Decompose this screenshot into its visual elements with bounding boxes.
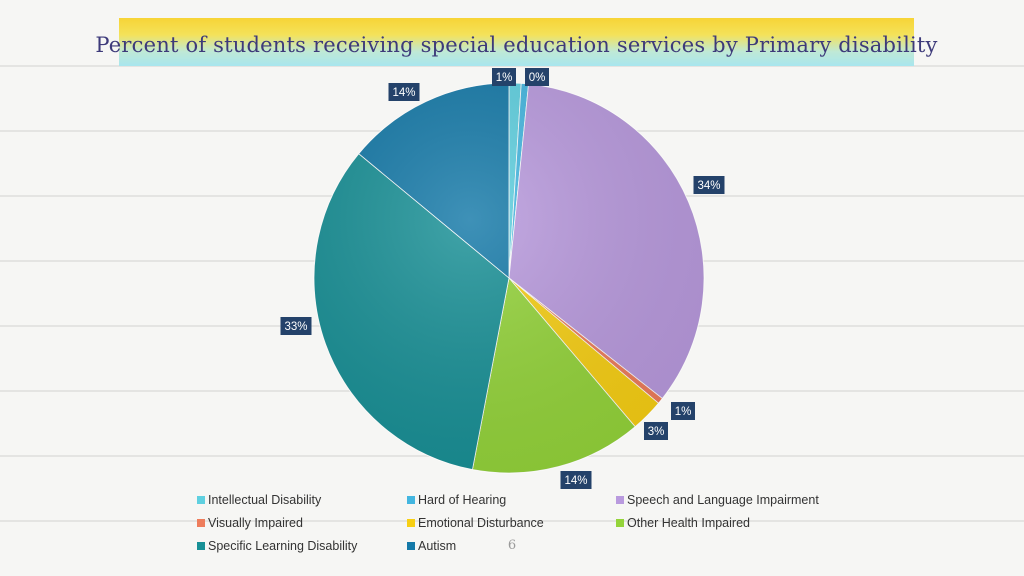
data-label-text: 1% (496, 72, 513, 84)
data-label-text: 3% (648, 426, 665, 438)
data-label: 3% (644, 422, 668, 440)
legend-label: Visually Impaired (208, 516, 303, 530)
legend-label: Hard of Hearing (418, 493, 507, 507)
data-label: 14% (560, 471, 592, 489)
legend-item: Hard of Hearing (407, 491, 616, 509)
legend-swatch (616, 496, 624, 504)
legend-label: Other Health Impaired (627, 516, 750, 530)
data-label-text: 14% (564, 475, 587, 487)
data-label-box (644, 422, 668, 440)
slide-title: Percent of students receiving special ed… (95, 33, 938, 57)
data-label-box (671, 402, 695, 420)
legend-item: Speech and Language Impairment (616, 491, 837, 509)
legend-item: Intellectual Disability (197, 491, 407, 509)
legend-label: Specific Learning Disability (208, 539, 358, 553)
legend-item: Specific Learning Disability (197, 537, 407, 555)
data-label: 34% (693, 176, 725, 194)
legend-item: Autism (407, 537, 616, 555)
legend-item: Visually Impaired (197, 514, 407, 532)
chart-legend: Intellectual Disability Hard of Hearing … (197, 491, 837, 555)
page-number: 6 (507, 538, 517, 553)
data-label: 33% (280, 317, 312, 335)
data-label-box (492, 68, 516, 86)
legend-label: Intellectual Disability (208, 493, 322, 507)
legend-swatch (407, 519, 415, 527)
data-label-box (693, 176, 725, 194)
data-label: 0% (525, 68, 549, 86)
legend-swatch (616, 519, 624, 527)
data-label-box (560, 471, 592, 489)
title-banner: Percent of students receiving special ed… (95, 18, 937, 66)
data-label-box (280, 317, 312, 335)
legend-swatch (407, 542, 415, 550)
legend-swatch (407, 496, 415, 504)
data-label-text: 34% (697, 180, 720, 192)
data-label-text: 0% (529, 72, 546, 84)
legend-swatch (197, 496, 205, 504)
legend-label: Speech and Language Impairment (627, 493, 819, 507)
data-label-text: 14% (392, 87, 415, 99)
legend-item: Emotional Disturbance (407, 514, 616, 532)
legend-swatch (197, 519, 205, 527)
data-label-box (388, 83, 420, 101)
data-label-text: 33% (284, 321, 307, 333)
data-label-text: 1% (675, 406, 692, 418)
legend-swatch (197, 542, 205, 550)
data-label: 1% (671, 402, 695, 420)
data-label: 14% (388, 83, 420, 101)
legend-item: Other Health Impaired (616, 514, 837, 532)
legend-label: Autism (418, 539, 457, 553)
data-label: 1% (492, 68, 516, 86)
legend-label: Emotional Disturbance (418, 516, 544, 530)
data-label-box (525, 68, 549, 86)
